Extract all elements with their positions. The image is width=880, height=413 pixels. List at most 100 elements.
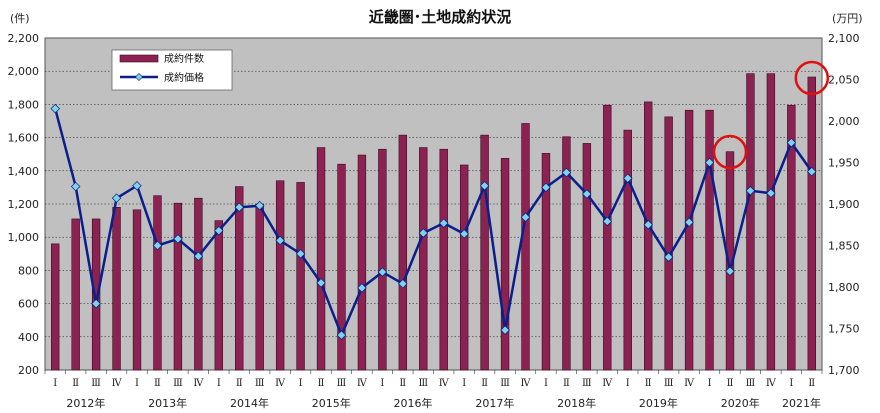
x-quarter-label: Ⅱ (318, 378, 325, 389)
bar-count (173, 202, 183, 371)
x-quarter-label: Ⅱ (808, 378, 815, 389)
bar-count (275, 180, 285, 371)
legend-bar-swatch (119, 54, 159, 63)
price-marker (50, 103, 60, 114)
price-marker (152, 240, 163, 251)
bar-count (664, 116, 673, 371)
bar-count (623, 129, 632, 371)
y-left-tick-label: 600 (18, 298, 39, 311)
y-left-tick-label: 200 (18, 364, 39, 377)
bar-count (214, 220, 223, 371)
x-quarter-label: Ⅰ (789, 378, 793, 389)
x-year-label: 2020年 (721, 396, 760, 410)
price-marker (643, 220, 653, 230)
x-quarter-label: Ⅲ (337, 378, 347, 389)
bar-count (582, 143, 592, 371)
price-marker (111, 193, 122, 203)
y-left-tick-label: 800 (18, 264, 39, 277)
y-right-tick-label: 2,000 (828, 115, 860, 128)
price-marker (807, 166, 817, 177)
x-quarter-label: Ⅲ (91, 378, 101, 389)
price-marker (725, 266, 735, 276)
bar-count (357, 154, 367, 371)
bar-count (112, 207, 121, 371)
price-marker (398, 278, 408, 289)
legend: 成約件数 成約価格 (111, 49, 233, 91)
left-axis-unit: (件) (10, 12, 30, 25)
price-marker (377, 267, 388, 277)
bar-count (296, 182, 305, 371)
price-marker (336, 330, 347, 340)
x-year-label: 2021年 (782, 396, 821, 410)
y-right-tick-label: 1,850 (828, 240, 860, 253)
x-quarter-label: Ⅰ (135, 378, 139, 389)
x-quarter-label: Ⅲ (746, 378, 756, 389)
x-quarter-label: Ⅲ (173, 378, 183, 389)
price-marker (418, 228, 429, 238)
price-marker (234, 202, 244, 213)
y-right-tick-label: 2,100 (828, 32, 860, 45)
bar-count (766, 73, 776, 371)
bar-count (316, 147, 326, 371)
bar-count (480, 134, 489, 371)
x-quarter-label: Ⅰ (299, 378, 303, 389)
price-line (53, 108, 813, 337)
price-marker (254, 200, 265, 211)
x-quarter-label: Ⅱ (563, 378, 570, 389)
x-quarter-label: Ⅰ (462, 378, 466, 389)
bar-count (684, 109, 694, 371)
price-marker (275, 235, 285, 246)
y-left-tick-label: 2,000 (8, 65, 40, 78)
y-left-tick-label: 1,000 (8, 231, 40, 244)
x-quarter-label: Ⅱ (236, 378, 243, 389)
y-left-tick-label: 1,800 (8, 98, 40, 111)
price-marker (602, 216, 613, 227)
y-right-tick-label: 2,050 (828, 74, 860, 87)
highlight-circle (712, 134, 748, 170)
bar-count (459, 164, 469, 371)
bar-count (500, 158, 510, 371)
price-marker (623, 173, 633, 183)
x-quarter-label: Ⅲ (418, 378, 428, 389)
legend-marker-swatch (135, 73, 143, 81)
chart-title: 近畿圏･土地成約状況 (369, 8, 512, 26)
x-year-label: 2015年 (312, 396, 351, 410)
bar-count (255, 203, 264, 371)
price-marker (500, 325, 510, 335)
bar-count (562, 136, 571, 371)
x-quarter-label: Ⅳ (357, 378, 368, 389)
y-left-tick-label: 2,200 (8, 32, 40, 45)
bar-count (644, 101, 653, 371)
bar-count (398, 134, 408, 371)
x-quarter-label: Ⅱ (72, 378, 79, 389)
legend-label-price: 成約価格 (164, 71, 204, 84)
price-marker (214, 225, 224, 236)
x-quarter-label: Ⅱ (399, 378, 406, 389)
price-marker (438, 218, 449, 228)
x-year-label: 2013年 (148, 396, 187, 410)
price-marker (786, 137, 797, 148)
price-marker (70, 181, 81, 192)
plot-area: 200 400 600 800 1,000 1,200 1,400 1,600 1,800 2,0… (8, 32, 860, 410)
price-marker (459, 229, 469, 239)
bar-count (91, 218, 101, 371)
bar-count (439, 148, 448, 371)
x-year-label: 2016年 (394, 396, 433, 410)
price-marker (663, 252, 674, 262)
x-year-label: 2012年 (66, 396, 105, 410)
x-year-label: 2014年 (230, 396, 269, 410)
price-marker (582, 189, 592, 199)
bar-count (521, 123, 530, 371)
x-quarter-label: Ⅰ (708, 378, 712, 389)
bar-count (603, 104, 612, 371)
x-quarter-label: Ⅲ (500, 378, 510, 389)
bar-count (132, 209, 142, 371)
bar-count (807, 76, 816, 371)
x-quarter-label: Ⅳ (684, 378, 695, 389)
legend-label-count: 成約件数 (164, 52, 204, 65)
y-right-tick-label: 1,950 (828, 157, 860, 170)
x-quarter-label: Ⅲ (582, 378, 592, 389)
bar-count (705, 109, 714, 371)
